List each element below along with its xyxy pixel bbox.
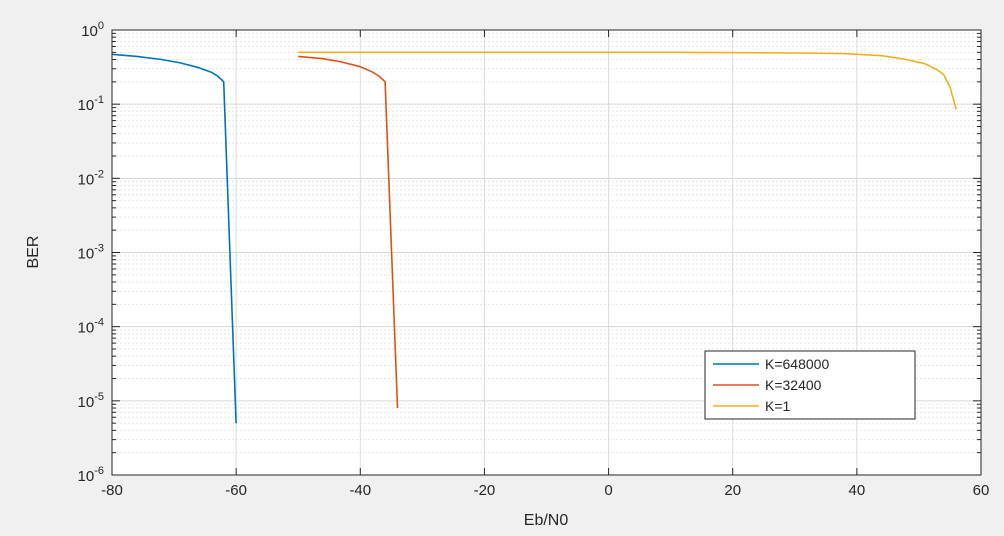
legend: K=648000 K=32400 K=1	[704, 350, 916, 420]
x-axis-label: Eb/N0	[524, 512, 569, 529]
axis-ticks	[111, 29, 982, 476]
x-tick-label: 20	[724, 482, 741, 499]
y-tick-label: 10-4	[78, 317, 104, 337]
series-line-k32400	[298, 55, 399, 409]
y-tick-labels: 100 10-1 10-2 10-3 10-4 10-5 10-6	[78, 20, 104, 485]
y-tick-label: 10-1	[78, 94, 104, 114]
x-tick-label: 0	[604, 482, 612, 499]
series-line-k1	[298, 51, 957, 110]
y-tick-label: 10-5	[78, 391, 104, 411]
y-tick-label: 100	[81, 20, 104, 40]
legend-label-k648000: K=648000	[765, 356, 829, 372]
x-tick-label: -40	[349, 482, 371, 499]
x-tick-label: -20	[474, 482, 496, 499]
x-tick-labels: -80 -60 -40 -20 0 20 40 60	[101, 482, 989, 499]
y-tick-label: 10-2	[78, 168, 104, 188]
x-tick-label: -80	[101, 482, 123, 499]
y-tick-label: 10-3	[78, 243, 104, 263]
legend-label-k1: K=1	[765, 398, 791, 414]
series-layer	[111, 51, 957, 424]
series-line-k648000	[111, 53, 237, 424]
legend-label-k32400: K=32400	[765, 377, 822, 393]
x-tick-label: 60	[973, 482, 990, 499]
x-tick-label: -60	[225, 482, 247, 499]
y-tick-label: 10-6	[78, 465, 104, 485]
y-axis-label: BER	[25, 236, 42, 269]
x-tick-label: 40	[849, 482, 866, 499]
